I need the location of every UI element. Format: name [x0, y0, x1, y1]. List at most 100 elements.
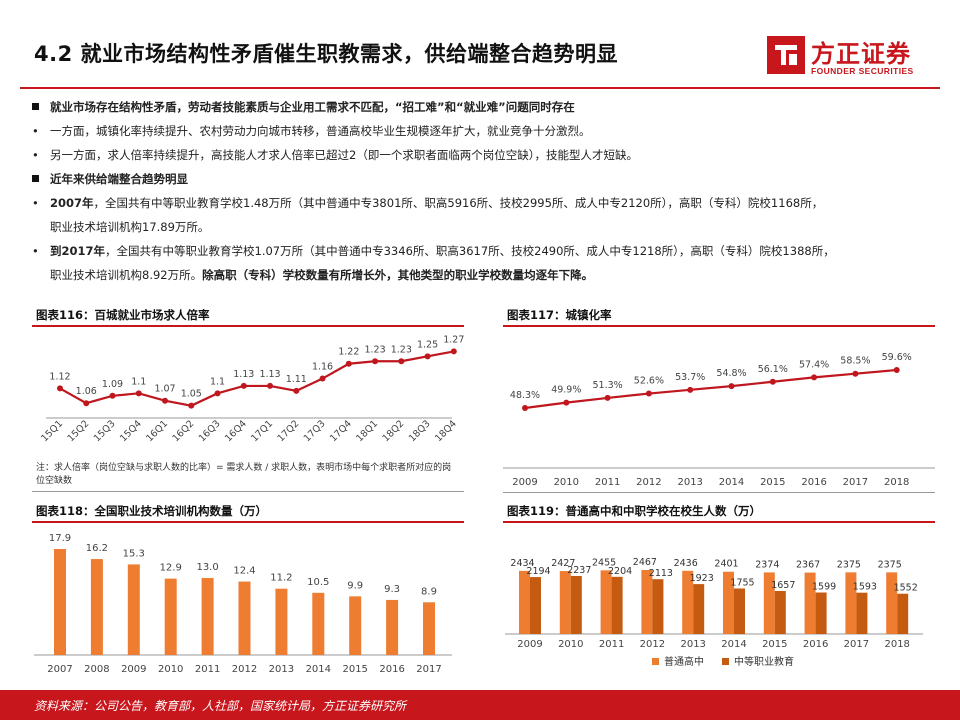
x-tick-label: 2008	[84, 664, 109, 675]
chart-title-rule	[503, 325, 935, 327]
page-title: 4.2 就业市场结构性矛盾催生职教需求，供给端整合趋势明显	[34, 42, 619, 66]
data-point	[319, 375, 326, 382]
bullet-list: 就业市场存在结构性矛盾，劳动者技能素质与企业用工需求不匹配，“招工难”和“就业难…	[30, 95, 940, 287]
data-label: 8.9	[421, 586, 437, 597]
bullet-continuation: 职业技术培训机构8.92万所。除高职（专科）学校数量有所增长外，其他类型的职业学…	[50, 263, 940, 287]
bar	[423, 602, 435, 655]
data-label: 12.9	[160, 563, 182, 574]
data-label: 1.12	[49, 371, 70, 382]
data-point	[769, 378, 776, 385]
x-tick-label: 16Q2	[170, 418, 196, 444]
bar-series-2	[856, 592, 868, 634]
x-tick-label: 2010	[558, 639, 583, 650]
bullet-continuation: 职业技术培训机构17.89万所。	[50, 220, 210, 234]
data-point	[728, 383, 735, 390]
data-label: 1.27	[443, 334, 464, 345]
bar-series-1	[845, 572, 857, 634]
data-label: 15.3	[123, 548, 145, 559]
series-line	[59, 350, 455, 407]
bar	[127, 564, 140, 655]
bullet-item: • 一方面，城镇化率持续提升、农村劳动力向城市转移，普通高校毕业生规模逐年扩大，…	[30, 119, 940, 143]
data-label: 9.9	[347, 580, 363, 591]
x-tick-label: 2013	[269, 664, 294, 675]
data-point	[424, 353, 431, 360]
bar	[201, 578, 214, 655]
data-label: 10.5	[307, 577, 329, 588]
bar-series-2	[693, 584, 705, 634]
data-label: 1599	[812, 582, 836, 593]
data-point	[811, 374, 818, 381]
data-label: 1.16	[312, 362, 333, 373]
legend-swatch	[722, 658, 729, 665]
chart-title-118: 图表118：全国职业技术培训机构数量（万）	[36, 504, 268, 518]
data-point	[240, 382, 247, 389]
data-label: 1.13	[233, 369, 254, 380]
bullet-item: • 到2017年，全国共有中等职业教育学校1.07万所（其中普通中专3346所、…	[30, 239, 940, 287]
data-label: 2374	[755, 559, 779, 570]
x-tick-label: 2018	[884, 477, 909, 488]
x-tick-label: 2017	[843, 477, 868, 488]
x-tick-label: 18Q1	[354, 418, 380, 444]
data-point	[83, 400, 90, 407]
company-logo: 方正证券 FOUNDER SECURITIES	[767, 34, 937, 84]
data-point	[293, 387, 300, 394]
x-tick-label: 2012	[636, 477, 661, 488]
legend-swatch	[652, 658, 659, 665]
data-label: 1.25	[417, 339, 438, 350]
data-label: 16.2	[86, 543, 108, 554]
square-bullet-icon	[32, 103, 39, 110]
data-label: 1.1	[210, 376, 225, 387]
data-label: 54.8%	[716, 368, 746, 379]
bar-series-1	[519, 570, 530, 634]
data-label: 51.3%	[593, 380, 623, 391]
bar-series-2	[611, 576, 623, 634]
chart-title-rule	[32, 521, 464, 523]
x-tick-label: 2009	[121, 664, 146, 675]
bullet-bold-text: 除高职（专科）学校数量有所增长外，其他类型的职业学校数量均逐年下降。	[202, 268, 594, 282]
bar	[164, 578, 177, 655]
data-point	[645, 390, 652, 397]
bullet-heading-1: 就业市场存在结构性矛盾，劳动者技能素质与企业用工需求不匹配，“招工难”和“就业难…	[30, 95, 940, 119]
logo-text-cn: 方正证券	[811, 40, 911, 68]
data-label: 56.1%	[758, 364, 788, 375]
x-tick-label: 2018	[884, 639, 909, 650]
bullet-text: 就业市场存在结构性矛盾，劳动者技能素质与企业用工需求不匹配，“招工难”和“就业难…	[50, 100, 575, 114]
data-label: 52.6%	[634, 376, 664, 387]
data-label: 2436	[674, 558, 698, 569]
bar-series-2	[734, 588, 745, 634]
data-point	[398, 358, 405, 365]
data-point	[893, 367, 900, 373]
dot-bullet-icon: •	[32, 148, 39, 162]
bar	[312, 592, 325, 655]
bar	[238, 581, 251, 655]
x-tick-label: 2017	[844, 639, 869, 650]
data-point	[522, 405, 528, 411]
x-tick-label: 15Q1	[39, 418, 65, 444]
x-tick-label: 18Q4	[433, 418, 459, 444]
chart-title-116: 图表116：百城就业市场求人倍率	[36, 308, 210, 322]
chart-117-line: 48.3% 2009 49.9% 2010 51.3% 2011 52.6% 2012 53.7…	[503, 352, 935, 488]
x-tick-label: 17Q3	[302, 418, 328, 444]
x-tick-label: 18Q2	[381, 418, 407, 444]
bullet-text: 一方面，城镇化率持续提升、农村劳动力向城市转移，普通高校毕业生规模逐年扩大，就业…	[50, 124, 591, 138]
x-tick-label: 2015	[342, 664, 367, 675]
data-point	[57, 385, 63, 392]
bullet-bold-lead: 2007年	[50, 196, 94, 210]
bar-series-1	[804, 572, 816, 634]
x-tick-label: 2016	[801, 477, 826, 488]
data-label: 12.4	[233, 566, 255, 577]
chart-title-rule	[503, 521, 935, 523]
x-tick-label: 17Q1	[249, 418, 275, 444]
series-line	[524, 368, 897, 410]
data-point	[188, 402, 195, 409]
data-label: 2467	[633, 557, 657, 568]
dot-bullet-icon: •	[32, 244, 39, 258]
data-point	[109, 392, 116, 399]
bar	[275, 588, 288, 655]
bullet-heading-2: 近年来供给端整合趋势明显	[30, 167, 940, 191]
x-tick-label: 2012	[640, 639, 665, 650]
legend-label: 中等职业教育	[734, 655, 794, 668]
x-tick-label: 17Q4	[328, 418, 354, 444]
data-label: 2113	[649, 568, 673, 579]
bullet-text: 近年来供给端整合趋势明显	[50, 172, 188, 186]
